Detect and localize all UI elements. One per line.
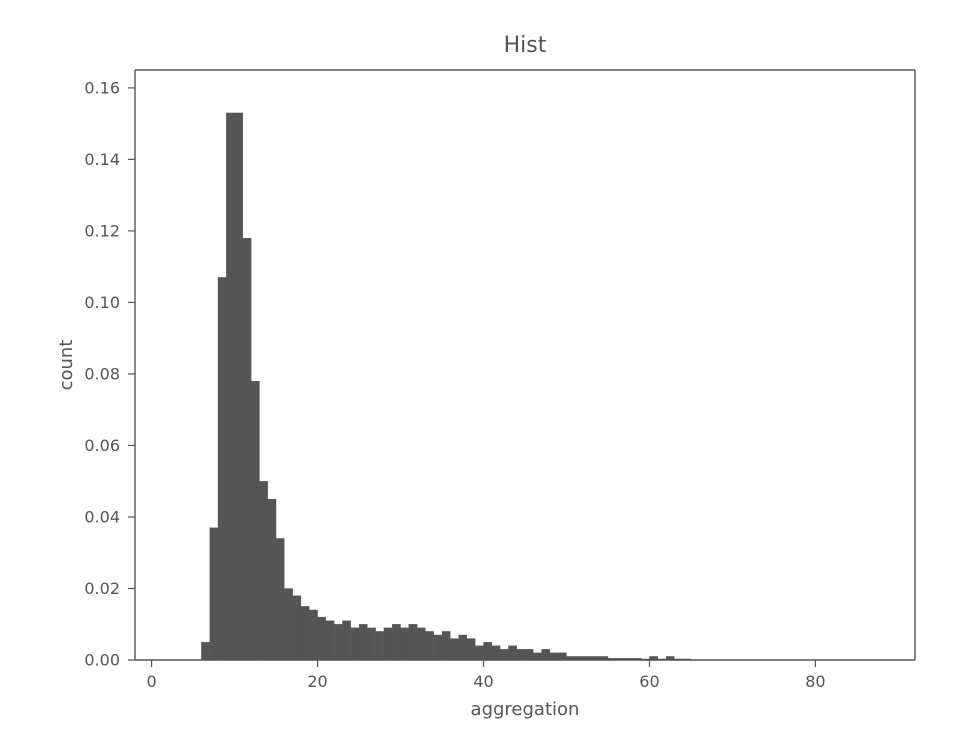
x-axis-label: aggregation	[471, 699, 580, 720]
histogram-bar	[342, 621, 350, 660]
histogram-bar	[450, 639, 458, 660]
histogram-chart: 0 20 40 60 80 0.00 0.02 0.04 0.06 0.08 0.10 0.12 0.1…	[0, 0, 958, 754]
histogram-bar	[334, 624, 342, 660]
histogram-bar	[226, 113, 234, 660]
histogram-bar	[658, 659, 666, 660]
histogram-bar	[583, 656, 591, 660]
histogram-bar	[492, 646, 500, 660]
histogram-bar	[351, 628, 359, 660]
histogram-bar	[359, 624, 367, 660]
y-tick-label: 0.14	[84, 150, 120, 169]
histogram-bar	[259, 481, 267, 660]
histogram-bar	[293, 596, 301, 660]
histogram-bar	[284, 588, 292, 660]
histogram-bar	[575, 656, 583, 660]
histogram-bar	[484, 642, 492, 660]
histogram-bar	[467, 639, 475, 660]
chart-title: Hist	[504, 33, 547, 58]
histogram-bar	[276, 538, 284, 660]
histogram-bar	[367, 628, 375, 660]
histogram-bar	[376, 631, 384, 660]
histogram-bar	[542, 649, 550, 660]
histogram-bar	[326, 621, 334, 660]
y-tick-label: 0.16	[84, 78, 120, 97]
histogram-bar	[508, 646, 516, 660]
histogram-bar	[384, 628, 392, 660]
y-tick-label: 0.04	[84, 508, 120, 527]
histogram-bar	[525, 649, 533, 660]
histogram-bar	[558, 653, 566, 660]
histogram-bar	[425, 631, 433, 660]
y-tick-label: 0.08	[84, 365, 120, 384]
histogram-bar	[301, 606, 309, 660]
y-axis-label: count	[56, 340, 77, 391]
histogram-bar	[218, 277, 226, 660]
histogram-bar	[309, 610, 317, 660]
histogram-bar	[409, 624, 417, 660]
y-tick-label: 0.00	[84, 651, 120, 670]
histogram-bar	[251, 381, 259, 660]
histogram-bar	[210, 528, 218, 660]
histogram-bar	[500, 649, 508, 660]
histogram-bar	[401, 628, 409, 660]
histogram-bar	[533, 653, 541, 660]
histogram-bar	[649, 656, 657, 660]
histogram-bar	[459, 635, 467, 660]
histogram-bar	[641, 659, 649, 660]
histogram-bar	[417, 628, 425, 660]
y-tick-label: 0.02	[84, 579, 120, 598]
histogram-bar	[442, 631, 450, 660]
x-tick-label: 0	[147, 672, 157, 691]
x-tick-label: 60	[639, 672, 659, 691]
histogram-bar	[475, 646, 483, 660]
x-tick-label: 40	[473, 672, 493, 691]
histogram-bar	[550, 653, 558, 660]
y-tick-label: 0.10	[84, 293, 120, 312]
histogram-bar	[608, 658, 616, 660]
histogram-bar	[674, 659, 682, 660]
histogram-bar	[625, 658, 633, 660]
x-tick-label: 20	[307, 672, 327, 691]
y-tick-label: 0.06	[84, 436, 120, 455]
histogram-bar	[591, 656, 599, 660]
histogram-bar	[600, 656, 608, 660]
histogram-bar	[683, 659, 691, 660]
histogram-bar	[318, 617, 326, 660]
histogram-bar	[235, 113, 243, 660]
histogram-bar	[666, 656, 674, 660]
histogram-bar	[392, 624, 400, 660]
histogram-bar	[633, 658, 641, 660]
y-tick-label: 0.12	[84, 222, 120, 241]
histogram-bar	[434, 635, 442, 660]
histogram-bar	[243, 238, 251, 660]
x-tick-label: 80	[805, 672, 825, 691]
histogram-bar	[566, 656, 574, 660]
histogram-bar	[517, 649, 525, 660]
histogram-bar	[268, 499, 276, 660]
histogram-bar	[201, 642, 209, 660]
histogram-bar	[616, 658, 624, 660]
chart-svg: 0 20 40 60 80 0.00 0.02 0.04 0.06 0.08 0.10 0.12 0.1…	[0, 0, 958, 754]
